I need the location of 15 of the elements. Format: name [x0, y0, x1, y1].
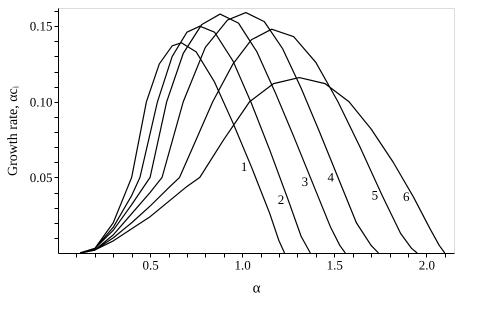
x-tick-label: 1.0 [234, 258, 251, 272]
series-label: 1 [240, 158, 248, 174]
series-label: 6 [402, 189, 410, 204]
y-tick-label: 0.05 [30, 170, 52, 185]
x-tick-label: 1.5 [326, 258, 343, 272]
y-axis-title: Growth rate, αcᵢ [6, 85, 21, 176]
series-label: 3 [302, 174, 308, 189]
x-tick-label: 0.5 [142, 258, 159, 272]
series-label: 4 [327, 169, 334, 184]
series-label: 5 [372, 188, 378, 203]
series-label: 2 [278, 192, 284, 208]
y-tick-label: 0.15 [30, 18, 52, 34]
y-tick-label: 0.10 [30, 94, 52, 110]
x-axis-title: α [252, 280, 261, 296]
x-tick-label: 2.0 [418, 258, 435, 272]
